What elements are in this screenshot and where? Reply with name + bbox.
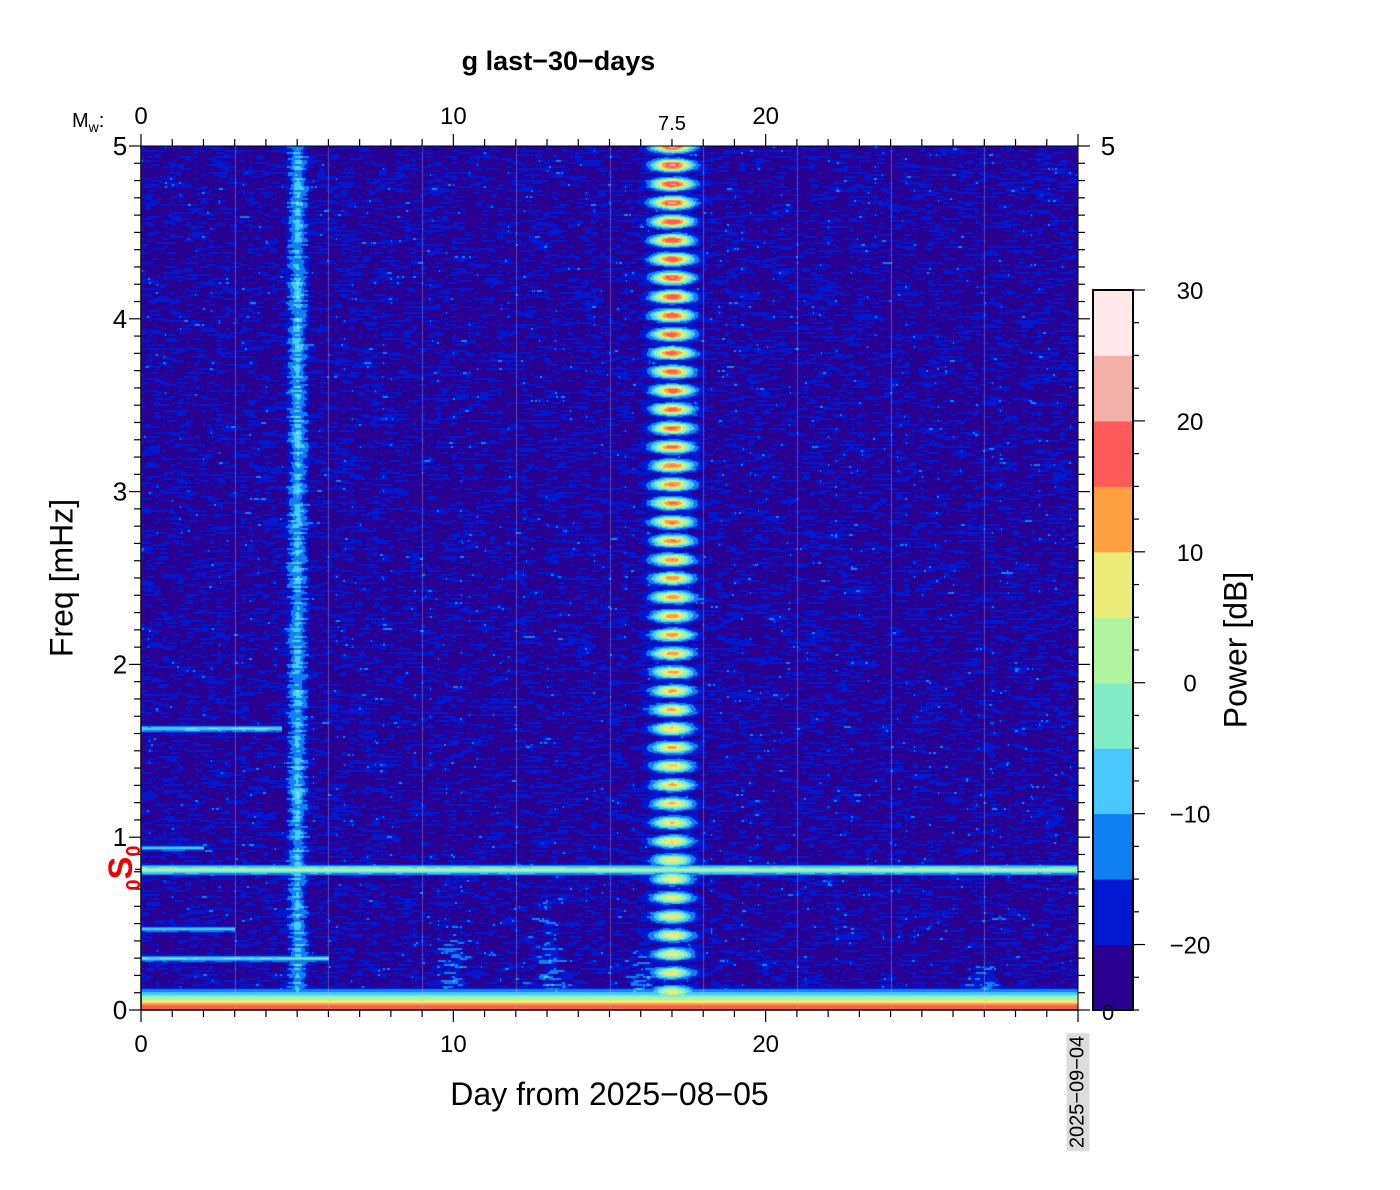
right-y-tick-label: 5 [1101, 131, 1115, 161]
colorbar-tick-label: 0 [1183, 671, 1196, 698]
colorbar-band [1093, 944, 1133, 1011]
end-date-label: 2025−09−04 [1066, 1032, 1090, 1152]
earthquake-magnitude-label: 7.5 [658, 113, 686, 135]
colorbar-band [1093, 355, 1133, 422]
magnitude-axis-label: Mw: [72, 110, 105, 135]
colorbar-tick-label: −10 [1170, 802, 1211, 829]
colorbar-tick-label: 10 [1177, 540, 1204, 567]
y-tick-label: 5 [113, 131, 127, 161]
x-axis-label: Day from 2025−08−05 [450, 1076, 769, 1112]
colorbar-band [1093, 486, 1133, 553]
x-tick-label: 10 [440, 1031, 467, 1058]
colorbar-band [1093, 420, 1133, 487]
top-tick-label: 20 [752, 103, 779, 130]
y-tick-label: 2 [113, 649, 127, 679]
colorbar-tick-label: 30 [1177, 278, 1204, 305]
colorbar-band [1093, 551, 1133, 618]
colorbar-band [1093, 290, 1133, 356]
y-tick-label: 0 [113, 995, 127, 1025]
colorbar-label: Power [dB] [1217, 571, 1254, 729]
colorbar-band [1093, 682, 1133, 749]
colorbar-band [1093, 813, 1133, 880]
top-tick-label: 10 [440, 103, 467, 130]
y-tick-label: 4 [113, 304, 127, 334]
y-axis-label: Freq [mHz] [43, 498, 80, 658]
colorbar-tick-label: −20 [1170, 933, 1211, 960]
colorbar-tick-label: 20 [1177, 409, 1204, 436]
colorbar-band [1093, 617, 1133, 684]
x-tick-label: 20 [752, 1031, 779, 1058]
top-tick-label: 0 [134, 103, 147, 130]
y-tick-label: 1 [113, 822, 127, 852]
colorbar-band [1093, 748, 1133, 815]
colorbar-bottom-label: 0 [1102, 1000, 1115, 1025]
colorbar-band [1093, 879, 1133, 946]
chart-title: g last−30−days [461, 46, 656, 76]
x-tick-label: 0 [134, 1031, 147, 1058]
y-tick-label: 3 [113, 477, 127, 507]
mode-annotation-0S0: 0S0 [102, 845, 145, 891]
spectrogram-heatmap [141, 146, 1078, 1010]
